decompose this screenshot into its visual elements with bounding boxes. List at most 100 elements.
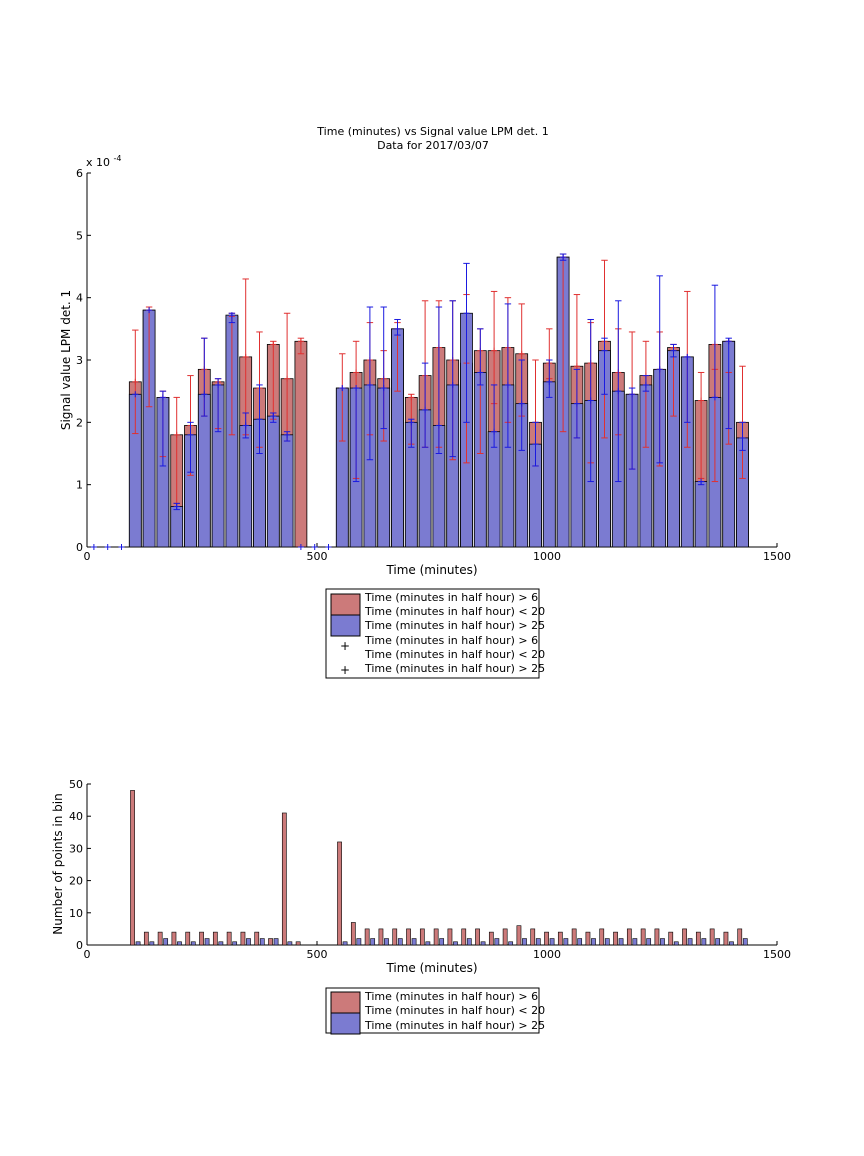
- bottom-bar-red: [626, 928, 632, 946]
- bottom-bar-blue: [660, 938, 665, 946]
- top-x-tick-label: 1500: [763, 550, 791, 563]
- top-legend-entry-1: Time (minutes in half hour) > 6: [364, 591, 538, 604]
- bottom-bar-red: [268, 938, 273, 946]
- top-y-tick-label: 0: [76, 541, 83, 554]
- bottom-bar-blue: [273, 938, 279, 946]
- bottom-bar-red: [557, 931, 563, 946]
- top-y-tick-label: 6: [76, 167, 83, 180]
- bottom-bar-red: [695, 931, 701, 946]
- bottom-bar-red: [212, 931, 218, 946]
- bottom-bar-red: [419, 928, 425, 946]
- bottom-bar-blue: [715, 938, 721, 946]
- bottom-bar-blue: [604, 938, 610, 946]
- top-legend-swatch-red: [330, 593, 361, 616]
- top-legend-box: [325, 588, 540, 679]
- bottom-bar-blue: [218, 941, 224, 946]
- chart-subtitle: Data for 2017/03/07: [377, 139, 489, 152]
- bottom-bar-blue: [177, 941, 182, 946]
- bottom-bar-red: [737, 928, 743, 946]
- bottom-y-tick-label: 20: [69, 875, 83, 888]
- top-legend-entry-6: Time (minutes in half hour) > 25: [364, 662, 545, 675]
- bottom-bar-blue: [232, 941, 238, 946]
- bottom-bar-blue: [508, 941, 514, 946]
- bottom-x-tick-label: 0: [84, 948, 91, 961]
- bottom-y-tick-label: 50: [69, 778, 83, 791]
- bottom-bar-blue: [673, 941, 679, 946]
- bottom-bar-red: [295, 941, 301, 946]
- bottom-bar-blue: [356, 938, 362, 946]
- bottom-bar-blue: [742, 938, 748, 946]
- top-bar-red: [294, 340, 308, 548]
- bottom-y-tick-label: 30: [69, 842, 83, 855]
- top-y-tick-label: 3: [76, 354, 83, 367]
- bottom-bar-blue: [246, 938, 251, 946]
- bottom-bar-red: [433, 928, 439, 946]
- top-legend-blue-plus: +: [340, 663, 350, 677]
- bottom-bar-red: [502, 928, 508, 946]
- bottom-bar-blue: [149, 941, 155, 946]
- bottom-bar-blue: [577, 938, 583, 946]
- bottom-bar-blue: [384, 938, 389, 946]
- bottom-bar-blue: [701, 938, 707, 946]
- chart-title: Time (minutes) vs Signal value LPM det. …: [316, 125, 548, 138]
- top-bar-blue: [197, 393, 211, 548]
- bottom-bar-blue: [618, 938, 624, 946]
- bottom-bar-blue: [259, 938, 265, 946]
- bottom-bar-red: [337, 841, 342, 946]
- top-y-tick-label: 2: [76, 416, 83, 429]
- bottom-y-axis-label: Number of points in bin: [51, 793, 65, 934]
- bottom-bar-red: [254, 931, 260, 946]
- top-legend-entry-5: Time (minutes in half hour) < 20: [364, 648, 545, 661]
- bottom-bar-red: [406, 928, 411, 946]
- bottom-bar-red: [599, 928, 605, 946]
- top-bar-blue: [266, 415, 280, 548]
- bottom-bar-red: [240, 931, 246, 946]
- bottom-bar-red: [709, 928, 715, 946]
- bottom-bar-blue: [687, 938, 693, 946]
- bottom-bar-red: [350, 922, 356, 946]
- bottom-legend-entry-1: Time (minutes in half hour) > 6: [364, 990, 538, 1003]
- bottom-bar-blue: [480, 941, 486, 946]
- bottom-bar-blue: [729, 941, 734, 946]
- top-y-tick-label: 4: [76, 292, 83, 305]
- top-bar-blue: [170, 506, 184, 548]
- bottom-bar-blue: [466, 938, 472, 946]
- bottom-bar-blue: [342, 941, 348, 946]
- bottom-bar-blue: [370, 938, 376, 946]
- top-y-tick-label: 1: [76, 479, 83, 492]
- bottom-bar-red: [378, 928, 384, 946]
- top-x-tick-label: 1000: [533, 550, 561, 563]
- bottom-bar-red: [544, 931, 549, 946]
- bottom-legend: Time (minutes in half hour) > 6 Time (mi…: [325, 987, 545, 1035]
- bottom-bar-red: [364, 928, 370, 946]
- bottom-bar-red: [281, 812, 287, 946]
- bottom-bar-red: [723, 931, 729, 946]
- bottom-x-tick-label: 1000: [533, 948, 561, 961]
- bottom-bar-red: [571, 928, 577, 946]
- bottom-bar-blue: [522, 938, 527, 946]
- bottom-bar-red: [668, 931, 674, 946]
- bottom-bar-red: [530, 928, 536, 946]
- top-y-tick-label: 5: [76, 229, 83, 242]
- bottom-bar-blue: [535, 938, 541, 946]
- bottom-legend-entry-3: Time (minutes in half hour) > 25: [364, 1019, 545, 1032]
- top-bar-blue: [280, 434, 294, 548]
- top-bar-blue: [694, 481, 708, 548]
- bottom-y-tick-label: 40: [69, 810, 83, 823]
- bottom-bar-blue: [563, 938, 569, 946]
- bottom-bar-red: [613, 931, 618, 946]
- y-exponent-base: x 10: [86, 156, 110, 169]
- bottom-x-tick-label: 1500: [763, 948, 791, 961]
- top-x-tick-label: 0: [84, 550, 91, 563]
- bottom-bar-red: [461, 928, 467, 946]
- bottom-bar-red: [226, 931, 232, 946]
- top-bar-blue: [542, 381, 556, 548]
- top-legend-swatch-blue: [330, 614, 361, 637]
- bottom-bar-red: [654, 928, 660, 946]
- bottom-bar-blue: [135, 941, 141, 946]
- bottom-legend-box: [325, 987, 540, 1034]
- bottom-x-tick-label: 500: [307, 948, 328, 961]
- top-x-tick-label: 500: [307, 550, 328, 563]
- bottom-bar-red: [640, 928, 646, 946]
